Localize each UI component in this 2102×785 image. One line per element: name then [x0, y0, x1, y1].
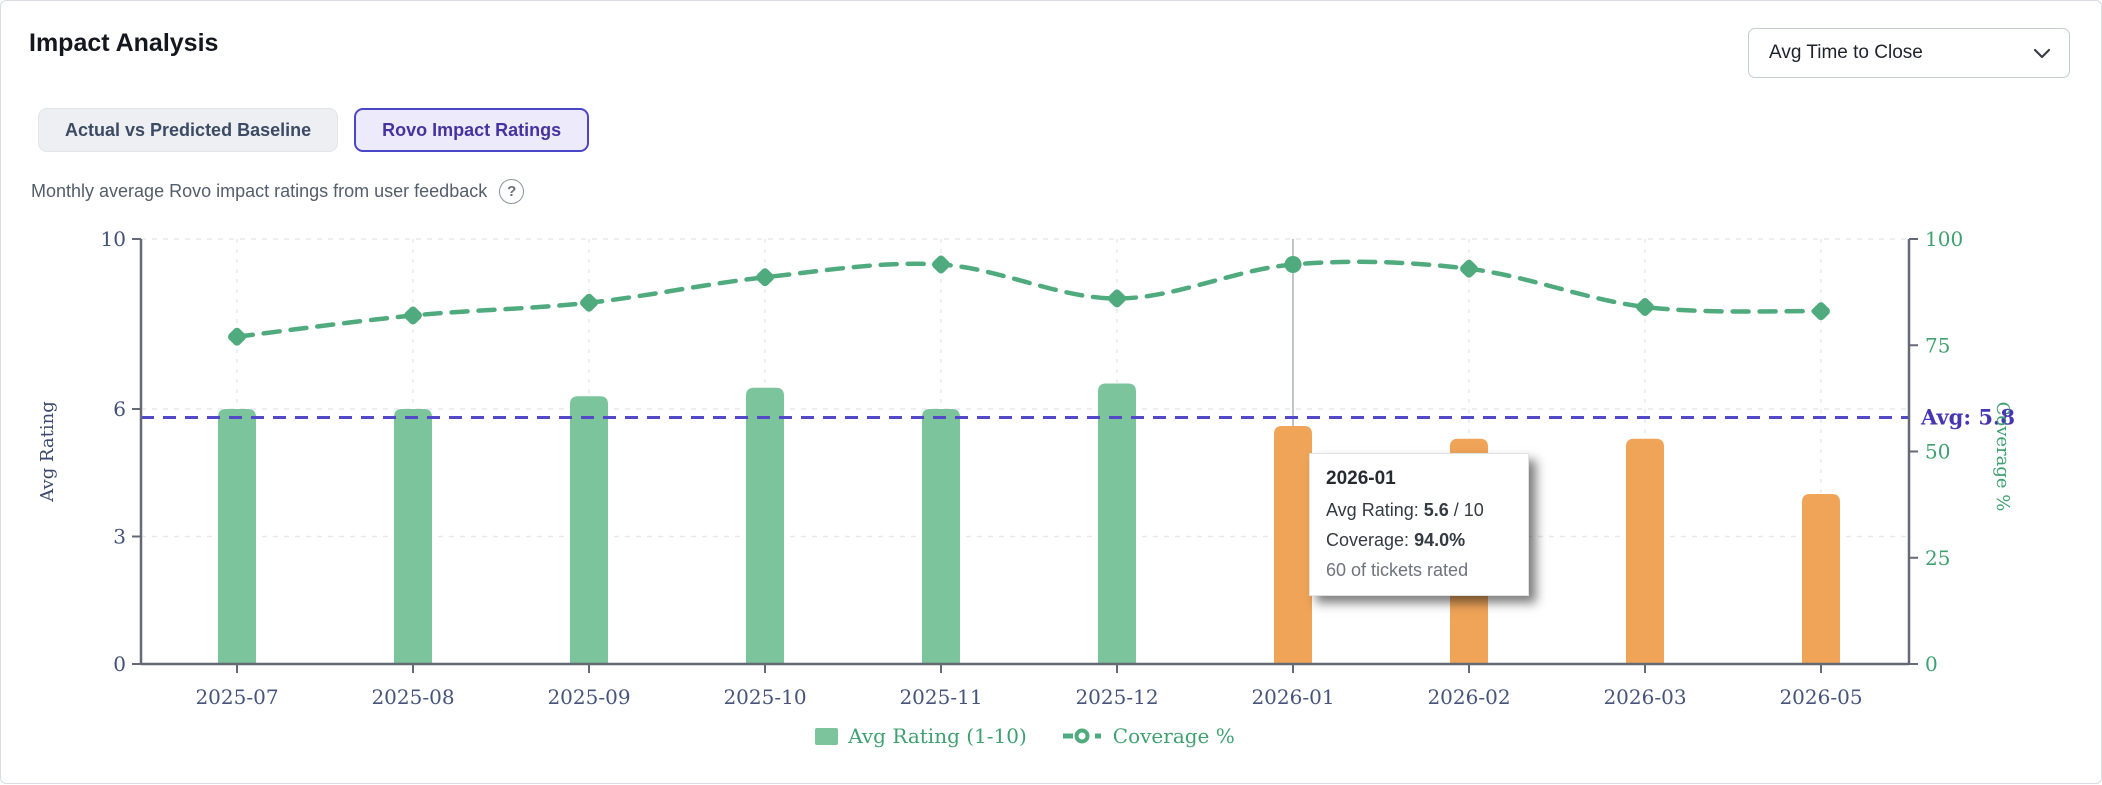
bar-swatch-icon [815, 728, 838, 745]
coverage-point-2026-01[interactable] [1285, 256, 1302, 273]
coverage-point-2025-09[interactable] [578, 292, 599, 313]
coverage-point-2025-10[interactable] [754, 267, 775, 288]
x-tick-label: 2026-02 [1427, 685, 1510, 709]
y-axis-right-title: Coverage % [1992, 402, 2013, 512]
legend-label: Avg Rating (1-10) [848, 724, 1027, 748]
y-left-tick-label: 3 [113, 525, 126, 549]
coverage-point-2025-07[interactable] [226, 326, 247, 347]
bar-2026-01[interactable] [1274, 426, 1312, 664]
y-right-tick-label: 50 [1925, 440, 1950, 464]
y-right-tick-label: 100 [1925, 227, 1963, 251]
coverage-point-2025-12[interactable] [1106, 288, 1127, 309]
coverage-point-2026-03[interactable] [1634, 296, 1655, 317]
bar-2025-11[interactable] [922, 409, 960, 664]
y-right-tick-label: 25 [1925, 546, 1950, 570]
x-tick-label: 2025-08 [371, 685, 454, 709]
bar-2025-09[interactable] [570, 396, 608, 664]
y-axis-left-title: Avg Rating [37, 401, 58, 503]
bar-2025-12[interactable] [1098, 384, 1136, 665]
x-tick-label: 2025-09 [547, 685, 630, 709]
y-right-tick-label: 75 [1925, 333, 1950, 357]
tooltip-rating-line: Avg Rating: 5.6 / 10 [1326, 500, 1512, 521]
tooltip-coverage-line: Coverage: 94.0% [1326, 530, 1512, 551]
chart-tooltip: 2026-01 Avg Rating: 5.6 / 10 Coverage: 9… [1309, 453, 1529, 596]
y-right-tick-label: 0 [1925, 652, 1938, 676]
legend-item-avg-rating[interactable]: Avg Rating (1-10) [815, 724, 1027, 748]
tooltip-note: 60 of tickets rated [1326, 560, 1512, 581]
x-tick-label: 2026-05 [1779, 685, 1862, 709]
x-tick-label: 2025-11 [899, 685, 982, 709]
x-tick-label: 2026-01 [1251, 685, 1334, 709]
x-tick-label: 2026-03 [1603, 685, 1686, 709]
line-circle-swatch-icon [1061, 728, 1103, 744]
chart-legend: Avg Rating (1-10) Coverage % [1, 724, 2049, 748]
coverage-point-2025-08[interactable] [402, 305, 423, 326]
legend-label: Coverage % [1113, 724, 1235, 748]
y-left-tick-label: 10 [101, 227, 126, 251]
tooltip-title: 2026-01 [1326, 468, 1512, 490]
bar-2026-03[interactable] [1626, 439, 1664, 664]
x-tick-label: 2025-12 [1075, 685, 1158, 709]
bar-2025-07[interactable] [218, 409, 256, 664]
bar-2025-08[interactable] [394, 409, 432, 664]
coverage-point-2025-11[interactable] [930, 254, 951, 275]
y-left-tick-label: 0 [113, 652, 126, 676]
coverage-point-2026-02[interactable] [1458, 258, 1479, 279]
legend-item-coverage[interactable]: Coverage % [1061, 724, 1235, 748]
coverage-point-2026-05[interactable] [1810, 301, 1831, 322]
x-tick-label: 2025-10 [723, 685, 806, 709]
bar-2026-05[interactable] [1802, 494, 1840, 664]
coverage-line [237, 262, 1821, 337]
x-tick-label: 2025-07 [195, 685, 278, 709]
y-left-tick-label: 6 [113, 397, 126, 421]
bar-2025-10[interactable] [746, 388, 784, 664]
